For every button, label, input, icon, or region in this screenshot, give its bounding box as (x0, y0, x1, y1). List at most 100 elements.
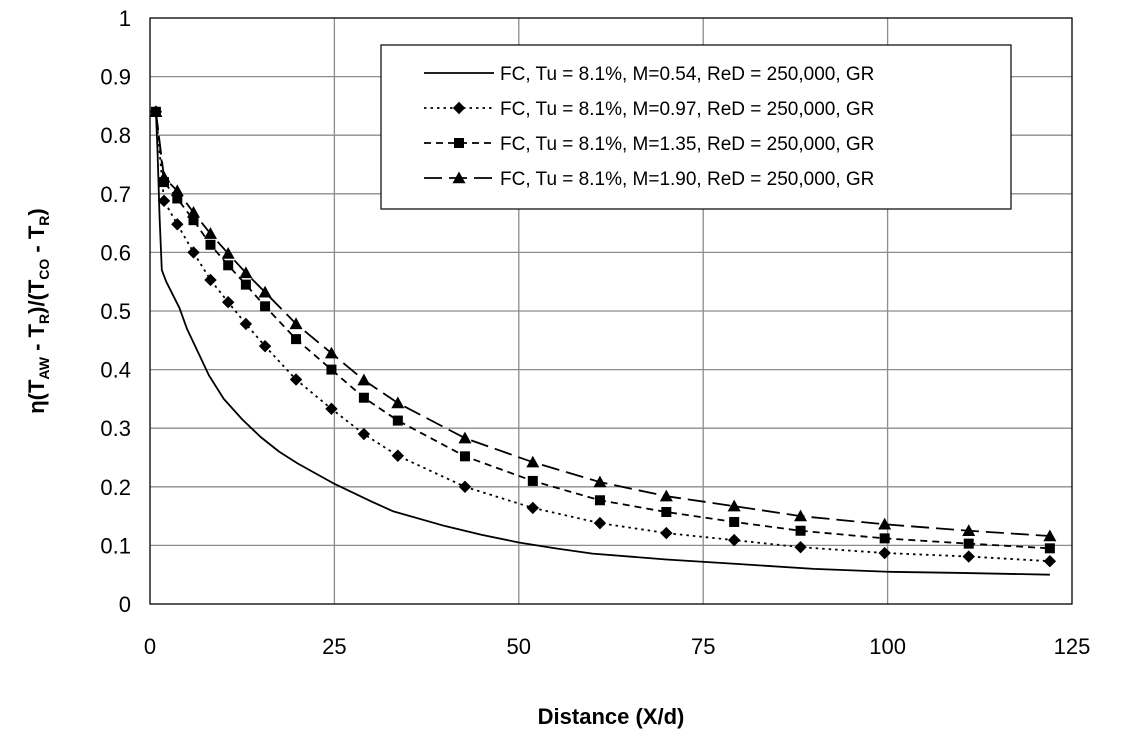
data-point-square (326, 364, 337, 375)
data-point-square (392, 415, 403, 426)
data-point-diamond (258, 339, 272, 353)
y-tick-label: 1 (119, 6, 131, 31)
x-tick-label: 75 (691, 634, 715, 659)
data-point-square (879, 533, 890, 544)
data-point-triangle (258, 285, 272, 298)
data-point-triangle (458, 431, 472, 444)
data-point-square (188, 215, 199, 226)
x-tick-label: 25 (322, 634, 346, 659)
x-tick-label: 50 (507, 634, 531, 659)
data-point-square (795, 525, 806, 536)
y-tick-label: 0.4 (100, 358, 131, 383)
data-point-diamond (1043, 555, 1057, 568)
y-tick-label: 0.7 (100, 182, 131, 207)
data-point-triangle (794, 509, 808, 522)
data-point-diamond (452, 101, 466, 115)
y-axis-title-part: - T (24, 225, 49, 259)
y-axis-title-part: η(T (24, 379, 49, 414)
data-point-diamond (727, 533, 741, 547)
data-point-diamond (325, 402, 338, 416)
y-tick-label: 0.2 (100, 475, 131, 500)
y-tick-label: 0.5 (100, 299, 131, 324)
data-point-triangle (157, 170, 171, 183)
legend-label: FC, Tu = 8.1%, M=0.54, ReD = 250,000, GR (500, 64, 874, 85)
y-tick-label: 0 (119, 592, 131, 617)
series-2 (149, 105, 1057, 568)
data-point-diamond (289, 373, 303, 386)
y-axis-title: η(TAW - TR)/(TCO - TR) (24, 208, 52, 414)
legend-item: FC, Tu = 8.1%, M=1.90, ReD = 250,000, GR (424, 169, 874, 190)
data-point-diamond (157, 194, 171, 208)
data-point-triangle (239, 266, 253, 279)
legend-item: FC, Tu = 8.1%, M=1.35, ReD = 250,000, GR (424, 134, 874, 155)
legend-label: FC, Tu = 8.1%, M=1.90, ReD = 250,000, GR (500, 169, 874, 190)
data-point-diamond (221, 296, 235, 309)
data-point-diamond (357, 427, 371, 441)
x-tick-label: 0 (144, 634, 156, 659)
y-axis-title-subscript: CO (36, 259, 52, 280)
y-tick-label: 0.9 (100, 65, 131, 90)
data-point-triangle (324, 346, 338, 359)
y-axis-title-part: ) (24, 208, 49, 215)
y-axis-title-part: )/(T (24, 279, 49, 314)
y-axis-title-part: - T (24, 323, 49, 357)
x-tick-label: 100 (869, 634, 906, 659)
data-point-diamond (204, 273, 217, 287)
data-point-square (527, 475, 538, 486)
data-point-square (729, 516, 740, 527)
data-point-triangle (357, 373, 371, 386)
data-point-diamond (171, 218, 184, 231)
series-line (155, 111, 1050, 576)
legend-label: FC, Tu = 8.1%, M=0.97, ReD = 250,000, GR (500, 99, 874, 120)
x-tick-label: 125 (1054, 634, 1091, 659)
data-point-square (205, 239, 216, 250)
y-tick-label: 0.6 (100, 240, 131, 265)
series-3 (150, 106, 1055, 554)
data-point-square (1044, 543, 1055, 554)
data-point-diamond (794, 540, 807, 554)
data-point-triangle (659, 489, 673, 502)
data-point-diamond (187, 246, 200, 259)
data-point-triangle (452, 171, 466, 184)
data-point-square (260, 301, 271, 312)
y-axis-title-subscript: R (36, 216, 52, 226)
data-point-square (223, 260, 234, 271)
data-point-triangle (203, 227, 217, 239)
data-point-triangle (593, 475, 607, 488)
data-point-square (661, 506, 672, 517)
data-point-diamond (239, 317, 253, 331)
data-point-triangle (187, 206, 201, 218)
series-line (155, 111, 1050, 563)
y-axis-title-subscript: R (36, 314, 52, 324)
data-point-square (963, 538, 974, 549)
data-point-triangle (878, 517, 892, 530)
data-point-diamond (458, 480, 472, 493)
data-point-triangle (149, 105, 163, 117)
x-axis-title: Distance (X/d) (538, 704, 685, 729)
y-tick-label: 0.8 (100, 123, 131, 148)
data-point-diamond (593, 516, 607, 530)
data-point-diamond (391, 449, 405, 462)
data-point-triangle (221, 247, 235, 259)
data-point-square (459, 451, 470, 462)
data-point-triangle (1043, 529, 1057, 542)
y-tick-label: 0.3 (100, 416, 131, 441)
data-point-diamond (878, 546, 891, 560)
legend: FC, Tu = 8.1%, M=0.54, ReD = 250,000, GR… (380, 44, 1012, 210)
y-axis-title-subscript: AW (36, 356, 52, 379)
legend-item: FC, Tu = 8.1%, M=0.54, ReD = 250,000, GR (424, 64, 874, 85)
plot-area-frame (149, 17, 1073, 605)
data-point-diamond (660, 526, 673, 540)
data-point-square (358, 392, 369, 403)
data-point-diamond (526, 501, 540, 515)
data-point-square (594, 495, 605, 506)
data-point-triangle (170, 184, 184, 197)
legend-item: FC, Tu = 8.1%, M=0.97, ReD = 250,000, GR (424, 99, 874, 120)
data-point-square (454, 138, 464, 148)
series-4 (149, 105, 1057, 542)
data-point-square (240, 279, 251, 290)
data-point-triangle (962, 524, 976, 536)
y-tick-label: 0.1 (100, 533, 131, 558)
data-point-triangle (391, 396, 405, 409)
